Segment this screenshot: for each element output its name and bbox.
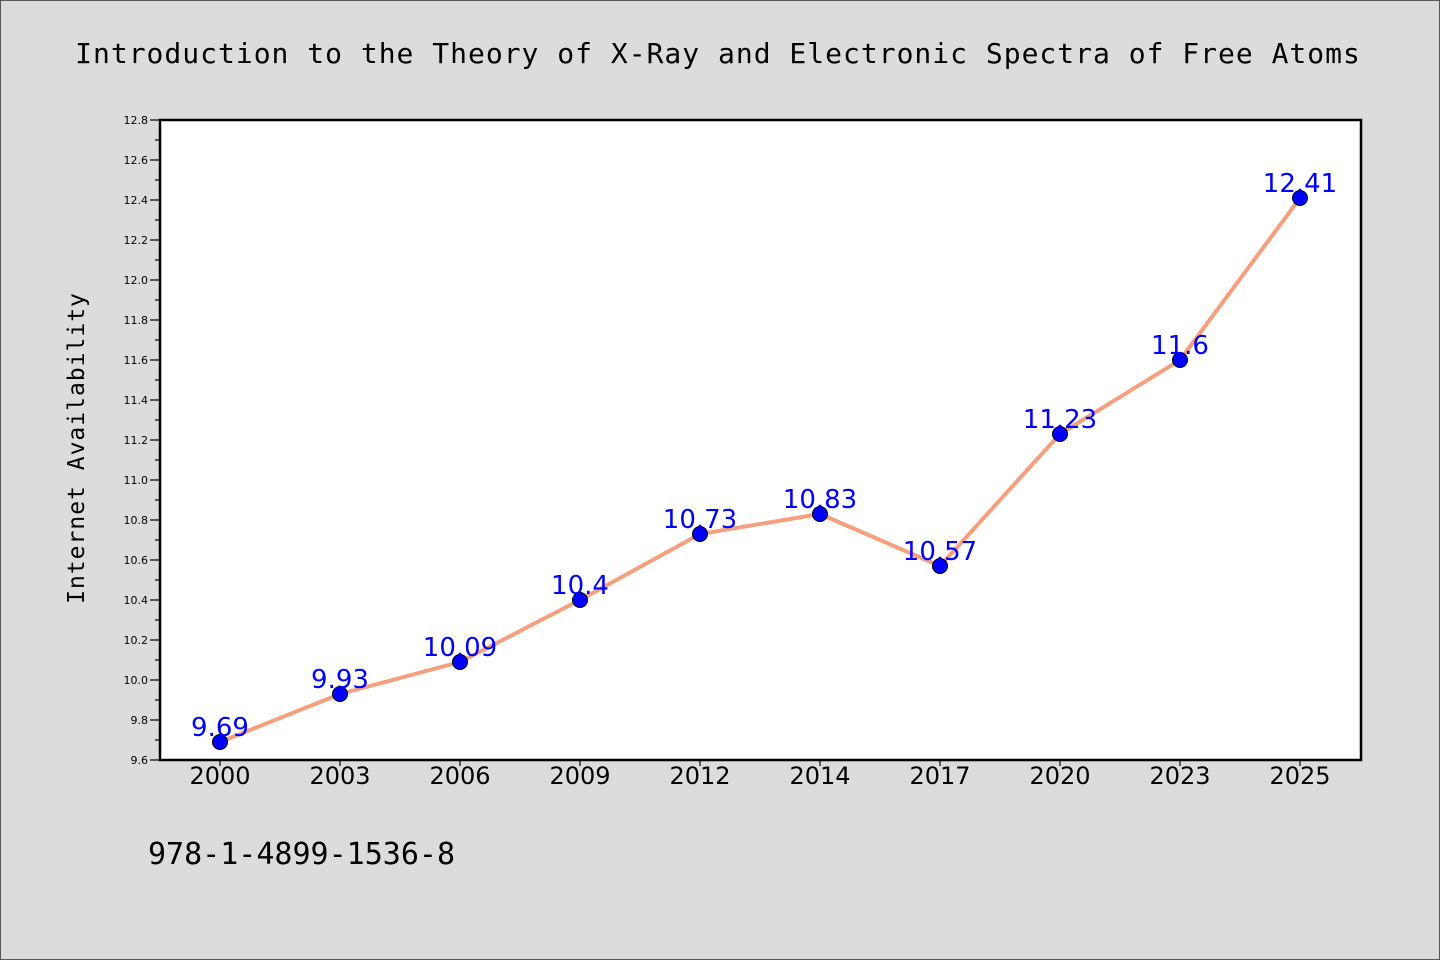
y-tick-label: 10.0 bbox=[124, 674, 149, 687]
y-tick-label: 12.4 bbox=[124, 194, 149, 207]
data-label: 10.57 bbox=[903, 537, 977, 567]
data-labels: 9.69 9.93 10.09 10.4 10.73 10.83 10.57 11.23 11.… bbox=[191, 169, 1337, 743]
x-tick-label: 2012 bbox=[669, 762, 730, 790]
data-label: 9.69 bbox=[191, 713, 249, 743]
data-point bbox=[1172, 352, 1188, 368]
isbn-footer: 978-1-4899-1536-8 bbox=[148, 837, 455, 872]
data-point bbox=[1052, 426, 1068, 442]
y-tick-label: 11.8 bbox=[124, 314, 149, 327]
y-tick-label: 10.8 bbox=[124, 514, 149, 527]
data-point bbox=[812, 506, 828, 522]
y-tick-label: 10.6 bbox=[124, 554, 149, 567]
chart-title: Introduction to the Theory of X-Ray and … bbox=[75, 37, 1361, 70]
y-tick-label: 12.2 bbox=[124, 234, 149, 247]
x-tick-label: 2003 bbox=[309, 762, 370, 790]
data-point bbox=[1292, 190, 1308, 206]
y-tick-label: 11.0 bbox=[124, 474, 149, 487]
x-tick-label: 2023 bbox=[1149, 762, 1210, 790]
y-tick-label: 11.2 bbox=[124, 434, 149, 447]
y-tick-label: 9.8 bbox=[131, 714, 149, 727]
y-tick-label: 10.4 bbox=[124, 594, 149, 607]
y-axis-label: Internet Availability bbox=[64, 292, 90, 604]
y-tick-label: 11.6 bbox=[124, 354, 149, 367]
y-axis-ticks: 9.6 9.8 10.0 10.2 10.4 10.6 10.8 11.0 11.2 11.4 11… bbox=[124, 114, 160, 767]
data-point bbox=[452, 654, 468, 670]
x-tick-label: 2014 bbox=[789, 762, 850, 790]
data-point bbox=[572, 592, 588, 608]
x-tick-label: 2009 bbox=[549, 762, 610, 790]
x-tick-label: 2020 bbox=[1029, 762, 1090, 790]
x-tick-label: 2025 bbox=[1269, 762, 1330, 790]
data-label: 12.41 bbox=[1263, 169, 1337, 199]
x-tick-label: 2006 bbox=[429, 762, 490, 790]
data-point bbox=[212, 734, 228, 750]
y-tick-label: 9.6 bbox=[131, 754, 149, 767]
y-tick-label: 12.6 bbox=[124, 154, 149, 167]
data-label: 11.23 bbox=[1023, 405, 1097, 435]
plot-area bbox=[158, 118, 1363, 762]
series-line bbox=[219, 196, 1302, 744]
data-point bbox=[932, 558, 948, 574]
data-label: 10.4 bbox=[551, 571, 609, 601]
y-tick-label: 10.2 bbox=[124, 634, 149, 647]
y-tick-label: 12.8 bbox=[124, 114, 149, 127]
data-label: 10.09 bbox=[423, 633, 497, 663]
x-tick-label: 2000 bbox=[189, 762, 250, 790]
data-label: 10.73 bbox=[663, 505, 737, 535]
y-tick-label: 12.0 bbox=[124, 274, 149, 287]
y-tick-label: 11.4 bbox=[124, 394, 149, 407]
data-label: 10.83 bbox=[783, 485, 857, 515]
data-point bbox=[692, 526, 708, 542]
x-axis-ticks: 2000 2003 2006 2009 2012 2014 2017 2020 2023 2025 bbox=[189, 760, 1331, 790]
data-label: 9.93 bbox=[311, 665, 369, 695]
data-point bbox=[332, 686, 348, 702]
data-label: 11.6 bbox=[1151, 331, 1209, 361]
x-tick-label: 2017 bbox=[909, 762, 970, 790]
data-markers bbox=[212, 190, 1308, 750]
